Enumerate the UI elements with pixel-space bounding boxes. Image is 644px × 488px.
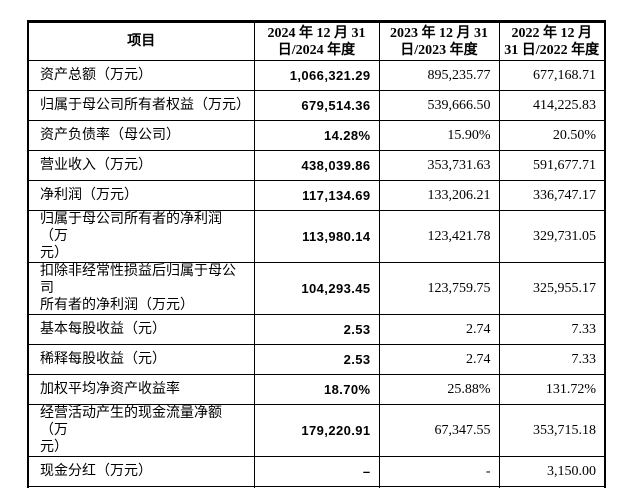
table-header: 项目 2024 年 12 月 31 日/2024 年度 2023 年 12 月 …	[27, 21, 606, 61]
value-2022: 7.33	[498, 344, 606, 375]
table-body: 资产总额（万元） 1,066,321.29 895,235.77 677,168…	[27, 60, 606, 488]
table-header-row: 项目 2024 年 12 月 31 日/2024 年度 2023 年 12 月 …	[27, 21, 606, 61]
table-row: 资产总额（万元） 1,066,321.29 895,235.77 677,168…	[27, 60, 606, 91]
value-2023: 133,206.21	[378, 180, 500, 211]
value-2022: 677,168.71	[498, 60, 606, 91]
value-2023: 539,666.50	[378, 90, 500, 121]
row-label: 净利润（万元）	[27, 180, 255, 211]
row-label: 营业收入（万元）	[27, 150, 255, 181]
value-2022: 325,955.17	[498, 262, 606, 315]
value-2022: 20.50%	[498, 120, 606, 151]
table-row: 归属于母公司所有者的净利润（万 元） 113,980.14 123,421.78…	[27, 210, 606, 263]
financial-summary-table: 项目 2024 年 12 月 31 日/2024 年度 2023 年 12 月 …	[27, 20, 606, 488]
row-label: 归属于母公司所有者的净利润（万 元）	[27, 210, 255, 263]
value-2022: 414,225.83	[498, 90, 606, 121]
value-2022: 353,715.18	[498, 404, 606, 457]
value-2024: 438,039.86	[253, 150, 380, 181]
value-2024: 18.70%	[253, 374, 380, 405]
value-2023: 895,235.77	[378, 60, 500, 91]
row-label: 经营活动产生的现金流量净额（万 元）	[27, 404, 255, 457]
value-2023: 67,347.55	[378, 404, 500, 457]
value-2022: 591,677.71	[498, 150, 606, 181]
value-2024: 2.53	[253, 314, 380, 345]
value-2022: 329,731.05	[498, 210, 606, 263]
row-label: 资产总额（万元）	[27, 60, 255, 91]
row-label: 稀释每股收益（元）	[27, 344, 255, 375]
column-header-2023: 2023 年 12 月 31 日/2023 年度	[378, 21, 500, 61]
row-label: 扣除非经常性损益后归属于母公司 所有者的净利润（万元）	[27, 262, 255, 315]
value-2023: 2.74	[378, 314, 500, 345]
value-2024: –	[253, 456, 380, 487]
value-2024: 14.28%	[253, 120, 380, 151]
row-label: 加权平均净资产收益率	[27, 374, 255, 405]
value-2023: 25.88%	[378, 374, 500, 405]
table-row: 归属于母公司所有者权益（万元） 679,514.36 539,666.50 41…	[27, 90, 606, 121]
row-label: 基本每股收益（元）	[27, 314, 255, 345]
value-2022: 336,747.17	[498, 180, 606, 211]
row-label: 现金分红（万元）	[27, 456, 255, 487]
column-header-2022: 2022 年 12 月 31 日/2022 年度	[498, 21, 606, 61]
value-2023: 123,759.75	[378, 262, 500, 315]
table-row: 扣除非经常性损益后归属于母公司 所有者的净利润（万元） 104,293.45 1…	[27, 262, 606, 315]
value-2024: 179,220.91	[253, 404, 380, 457]
value-2024: 679,514.36	[253, 90, 380, 121]
value-2022: 7.33	[498, 314, 606, 345]
value-2024: 2.53	[253, 344, 380, 375]
row-label: 资产负债率（母公司）	[27, 120, 255, 151]
value-2024: 117,134.69	[253, 180, 380, 211]
value-2022: 3,150.00	[498, 456, 606, 487]
table-row: 经营活动产生的现金流量净额（万 元） 179,220.91 67,347.55 …	[27, 404, 606, 457]
table-row: 基本每股收益（元） 2.53 2.74 7.33	[27, 314, 606, 345]
value-2022: 0.45%	[498, 486, 606, 488]
value-2022: 131.72%	[498, 374, 606, 405]
column-header-2024: 2024 年 12 月 31 日/2024 年度	[253, 21, 380, 61]
table-row: 加权平均净资产收益率 18.70% 25.88% 131.72%	[27, 374, 606, 405]
value-2024: 113,980.14	[253, 210, 380, 263]
value-2024: 104,293.45	[253, 262, 380, 315]
table-row: 研发投入占营业收入的比例 1.33% 0.72% 0.45%	[27, 486, 606, 488]
table-row: 资产负债率（母公司） 14.28% 15.90% 20.50%	[27, 120, 606, 151]
column-header-item: 项目	[27, 21, 255, 61]
table-row: 稀释每股收益（元） 2.53 2.74 7.33	[27, 344, 606, 375]
table-row: 营业收入（万元） 438,039.86 353,731.63 591,677.7…	[27, 150, 606, 181]
row-label: 归属于母公司所有者权益（万元）	[27, 90, 255, 121]
table-row: 净利润（万元） 117,134.69 133,206.21 336,747.17	[27, 180, 606, 211]
value-2023: 353,731.63	[378, 150, 500, 181]
value-2024: 1,066,321.29	[253, 60, 380, 91]
table-row: 现金分红（万元） – - 3,150.00	[27, 456, 606, 487]
value-2023: 15.90%	[378, 120, 500, 151]
value-2023: -	[378, 456, 500, 487]
value-2023: 123,421.78	[378, 210, 500, 263]
value-2023: 2.74	[378, 344, 500, 375]
